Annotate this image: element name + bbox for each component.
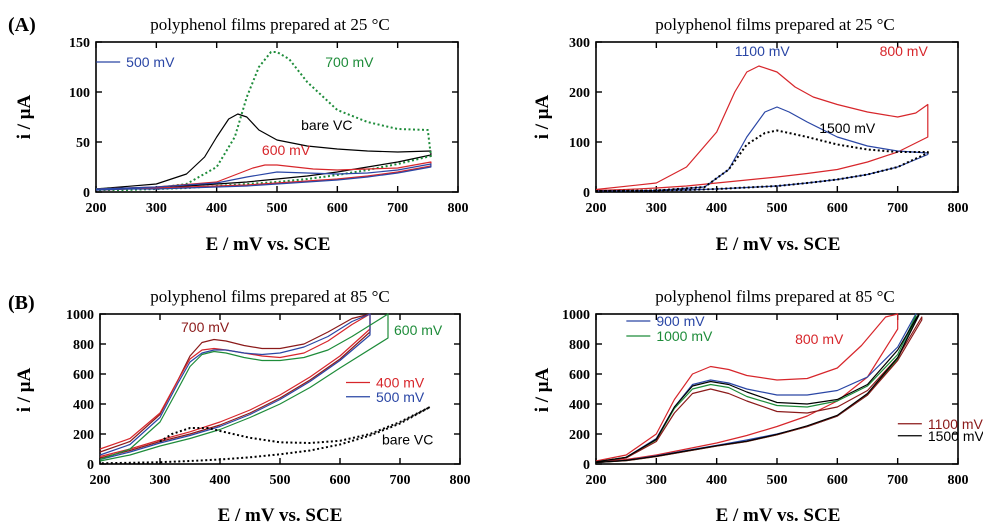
series-annotation: 800 mV — [880, 43, 929, 59]
series-annotation: 1500 mV — [928, 428, 983, 444]
x-axis-label: E / mV vs. SCE — [716, 505, 841, 523]
x-tick-label: 500 — [767, 473, 788, 488]
x-tick-label: 600 — [330, 473, 351, 488]
series-line — [99, 313, 371, 461]
x-tick-label: 800 — [948, 473, 969, 488]
series-annotation: 700 mV — [325, 54, 374, 70]
x-tick-label: 500 — [267, 201, 288, 216]
x-tick-label: 800 — [450, 473, 471, 488]
x-axis-label: E / mV vs. SCE — [716, 234, 841, 255]
y-axis-label: i / μA — [14, 367, 35, 412]
x-tick-label: 700 — [887, 201, 908, 216]
series-annotation: 1100 mV — [928, 416, 983, 432]
series-annotation: bare VC — [382, 432, 433, 448]
y-tick-label: 1000 — [66, 308, 94, 323]
x-tick-label: 400 — [210, 473, 231, 488]
series-annotation: 700 mV — [181, 319, 230, 335]
chart-title: polyphenol films prepared at 85 °C — [150, 287, 390, 306]
chart-a-left: polyphenol films prepared at 25 °C 200 30… — [14, 15, 469, 255]
y-tick-label: 1000 — [562, 308, 590, 323]
series-annotation: 800 mV — [795, 331, 844, 347]
y-tick-label: 150 — [69, 36, 90, 51]
series-annotation: 500 mV — [126, 54, 175, 70]
x-tick-label: 600 — [827, 473, 848, 488]
y-tick-label: 0 — [583, 458, 590, 473]
series-line — [595, 65, 929, 192]
y-axis-label: i / μA — [532, 367, 553, 412]
series-line — [99, 313, 371, 459]
chart-title: polyphenol films prepared at 25 °C — [150, 15, 390, 34]
x-tick-label: 200 — [90, 473, 111, 488]
series-line — [595, 313, 899, 463]
chart-b-right: polyphenol films prepared at 85 °C 200 30… — [532, 287, 983, 523]
x-tick-label: 700 — [387, 201, 408, 216]
series-line — [595, 316, 923, 464]
y-axis-label: i / μA — [532, 94, 553, 139]
series-line — [595, 313, 920, 464]
x-tick-label: 500 — [767, 201, 788, 216]
y-tick-label: 600 — [73, 368, 94, 383]
y-axis-label: i / μA — [14, 94, 35, 139]
y-tick-label: 300 — [569, 36, 590, 51]
y-tick-label: 200 — [569, 428, 590, 443]
x-tick-label: 300 — [150, 473, 171, 488]
x-tick-label: 800 — [948, 201, 969, 216]
chart-b-left: polyphenol films prepared at 85 °C 200 30… — [14, 287, 471, 523]
series-annotation: bare VC — [301, 117, 352, 133]
x-tick-label: 800 — [448, 201, 469, 216]
series-annotation: 400 mV — [376, 375, 425, 391]
panel-label-a: (A) — [8, 14, 36, 36]
x-tick-label: 300 — [646, 201, 667, 216]
y-tick-label: 800 — [73, 338, 94, 353]
series-annotation: 600 mV — [394, 322, 443, 338]
series-line — [95, 161, 432, 191]
y-tick-label: 800 — [569, 338, 590, 353]
y-tick-label: 100 — [69, 86, 90, 101]
series-line — [595, 129, 929, 192]
x-tick-label: 400 — [206, 201, 227, 216]
x-axis-label: E / mV vs. SCE — [206, 234, 331, 255]
series-line — [99, 406, 431, 465]
x-tick-label: 600 — [327, 201, 348, 216]
series-line — [95, 51, 432, 191]
y-tick-label: 50 — [76, 136, 90, 151]
x-tick-label: 200 — [586, 201, 607, 216]
series-line — [99, 313, 389, 462]
y-tick-label: 0 — [87, 458, 94, 473]
x-tick-label: 200 — [86, 201, 107, 216]
series-annotation: 600 mV — [262, 142, 311, 158]
x-tick-label: 700 — [887, 473, 908, 488]
y-tick-label: 200 — [569, 86, 590, 101]
panel-label-b: (B) — [8, 292, 35, 314]
y-tick-label: 400 — [73, 398, 94, 413]
series-annotation: 1100 mV — [735, 43, 791, 59]
series-line — [95, 113, 432, 191]
x-tick-label: 300 — [146, 201, 167, 216]
series-annotation: 1000 mV — [656, 328, 713, 344]
y-tick-label: 0 — [583, 186, 590, 201]
chart-a-right: polyphenol films prepared at 25 °C 200 30… — [532, 15, 969, 255]
y-tick-label: 600 — [569, 368, 590, 383]
series-annotation: 1500 mV — [819, 120, 876, 136]
x-tick-label: 600 — [827, 201, 848, 216]
y-tick-label: 200 — [73, 428, 94, 443]
series-annotation: 500 mV — [376, 389, 425, 405]
x-tick-label: 400 — [706, 473, 727, 488]
x-tick-label: 200 — [586, 473, 607, 488]
y-tick-label: 0 — [83, 186, 90, 201]
series-line — [99, 313, 371, 458]
chart-title: polyphenol films prepared at 85 °C — [655, 287, 895, 306]
y-tick-label: 100 — [569, 136, 590, 151]
series-annotation: 900 mV — [656, 313, 705, 329]
plot-frame — [595, 41, 959, 193]
series-line — [95, 163, 432, 191]
x-axis-label: E / mV vs. SCE — [218, 505, 343, 523]
x-tick-label: 500 — [270, 473, 291, 488]
x-tick-label: 400 — [706, 201, 727, 216]
chart-title: polyphenol films prepared at 25 °C — [655, 15, 895, 34]
x-tick-label: 700 — [390, 473, 411, 488]
y-tick-label: 400 — [569, 398, 590, 413]
x-tick-label: 300 — [646, 473, 667, 488]
